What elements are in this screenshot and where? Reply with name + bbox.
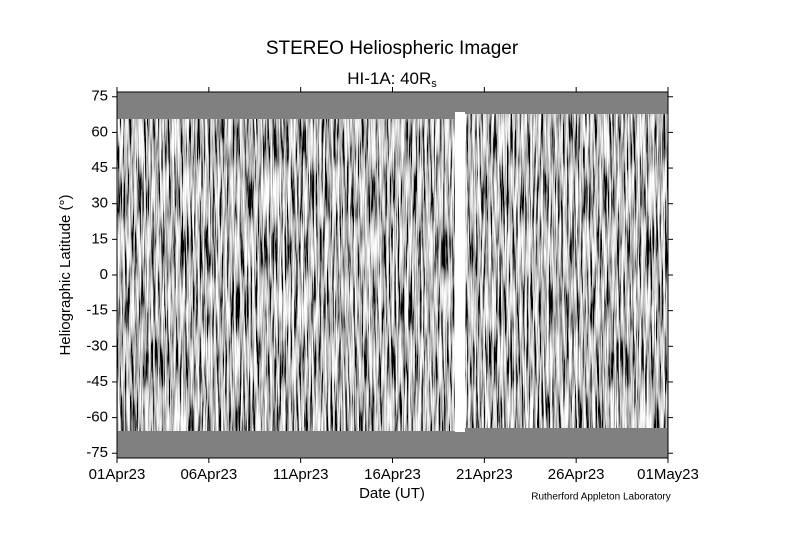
y-tick-label: -45 [86, 373, 108, 390]
y-tick-label: 60 [91, 123, 108, 140]
x-tick-label: 16Apr23 [364, 466, 421, 483]
subtitle-subscript: s [431, 78, 437, 90]
plot-area [117, 92, 668, 458]
y-tick-label: 0 [100, 266, 108, 283]
x-tick-label: 06Apr23 [180, 466, 237, 483]
data-gap [455, 112, 465, 432]
y-tick-label: 30 [91, 195, 108, 212]
chart-title: STEREO Heliospheric Imager [266, 38, 519, 59]
y-tick-label: -30 [86, 337, 108, 354]
x-tick-label: 26Apr23 [548, 466, 605, 483]
y-tick-label: -60 [86, 409, 108, 426]
x-tick-label: 01May23 [637, 466, 699, 483]
y-tick-label: -75 [86, 444, 108, 461]
y-tick-label: 15 [91, 230, 108, 247]
image-segment [117, 119, 455, 431]
x-tick-label: 01Apr23 [89, 466, 146, 483]
x-tick-label: 11Apr23 [273, 466, 329, 483]
y-tick-label: 75 [91, 88, 108, 105]
credit: Rutherford Appleton Laboratory [531, 492, 671, 503]
chart-subtitle: HI-1A: 40Rs [347, 69, 437, 89]
x-axis-label: Date (UT) [359, 485, 425, 502]
y-axis-label: Heliographic Latitude (°) [57, 194, 74, 355]
subtitle-main: HI-1A: 40R [347, 69, 431, 88]
image-segment [465, 114, 668, 428]
x-tick-label: 21Apr23 [456, 466, 513, 483]
y-tick-label: -15 [86, 302, 108, 319]
y-tick-label: 45 [91, 159, 108, 176]
